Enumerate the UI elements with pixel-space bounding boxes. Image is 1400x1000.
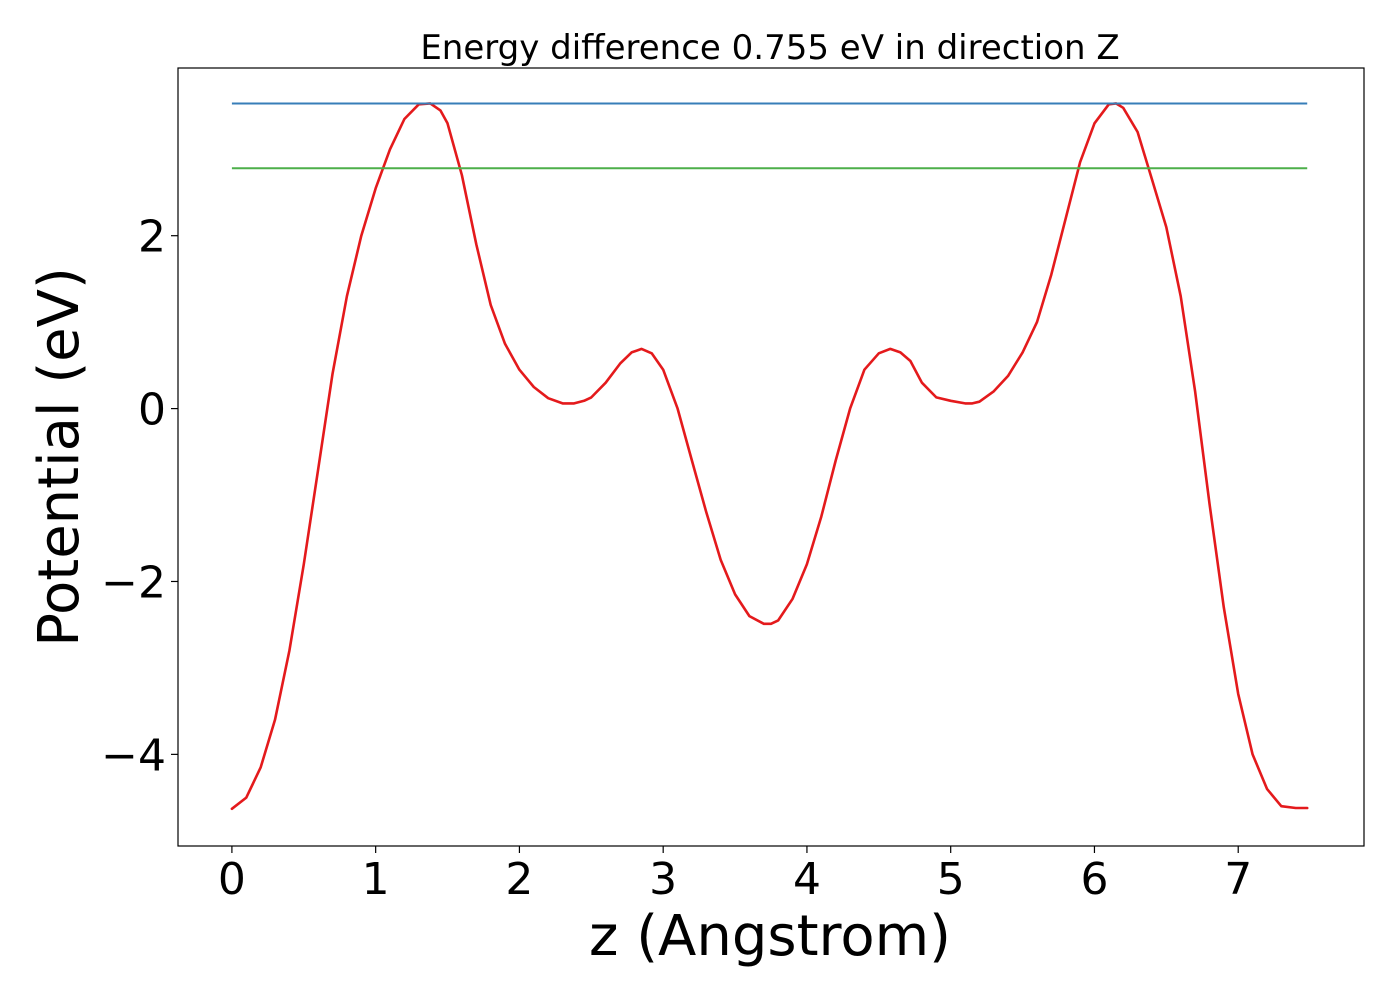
plot-layer xyxy=(230,102,1309,811)
x-tick-label: 6 xyxy=(1080,854,1108,905)
x-tick-label: 0 xyxy=(218,854,246,905)
plot-frame xyxy=(177,67,1365,847)
y-tick-label: −4 xyxy=(101,730,166,781)
chart-title: Energy difference 0.755 eV in direction … xyxy=(420,28,1119,68)
tick-layer: 0 1 2 3 4 5 6 7 −4 −2 0 2 xyxy=(101,212,1252,905)
y-axis-label: Potential (eV) xyxy=(27,267,92,647)
x-tick-label: 3 xyxy=(649,854,677,905)
x-tick-label: 7 xyxy=(1224,854,1252,905)
y-tick-label: 0 xyxy=(138,385,166,436)
y-tick-label: −2 xyxy=(101,557,166,608)
x-axis-label: z (Angstrom) xyxy=(589,904,951,969)
x-tick-label: 5 xyxy=(937,854,965,905)
potential-curve xyxy=(230,102,1309,811)
x-tick-label: 4 xyxy=(793,854,821,905)
x-tick-label: 1 xyxy=(362,854,390,905)
x-tick-label: 2 xyxy=(505,854,533,905)
y-tick-label: 2 xyxy=(138,212,166,263)
